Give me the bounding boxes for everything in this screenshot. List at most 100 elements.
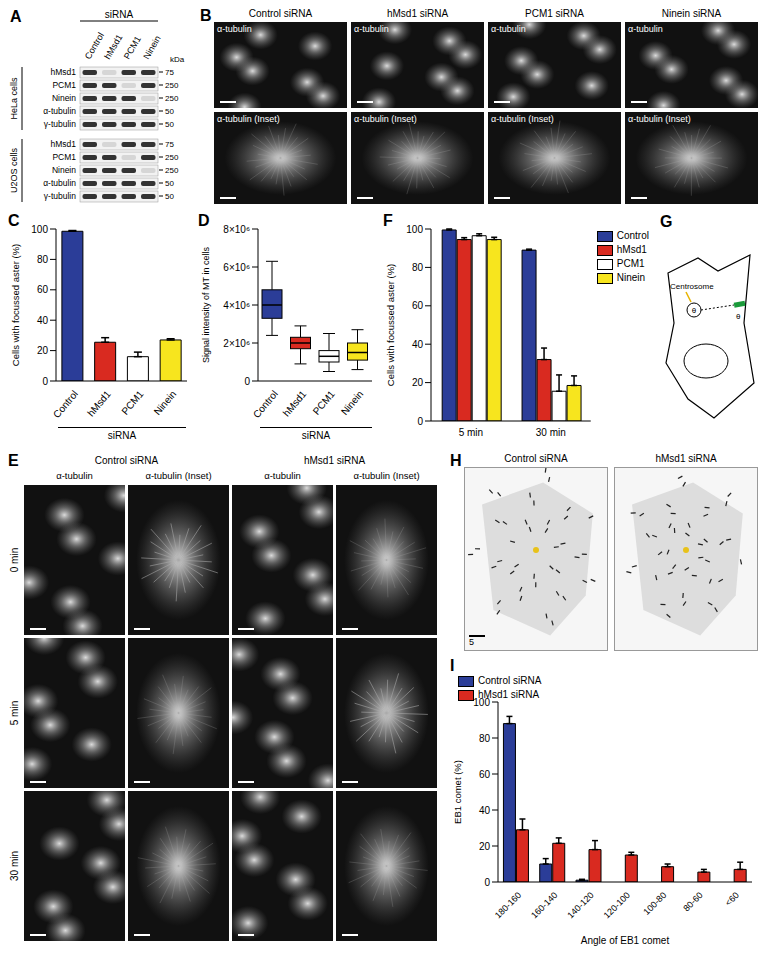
svg-text:siRNA: siRNA <box>105 9 134 20</box>
html-text:Ninein siRNA: Ninein siRNA <box>661 8 722 19</box>
svg-text:hMsd1: hMsd1 <box>50 139 76 149</box>
svg-text:PCM1: PCM1 <box>52 80 76 90</box>
svg-text:5 min: 5 min <box>9 701 20 725</box>
svg-text:hMsd1: hMsd1 <box>102 32 125 61</box>
svg-text:0 min: 0 min <box>9 548 20 572</box>
html-text:H: H <box>450 452 462 469</box>
svg-text:60: 60 <box>412 300 424 311</box>
svg-text:Ninein: Ninein <box>52 93 76 103</box>
svg-text:θ: θ <box>736 312 741 321</box>
svg-text:250: 250 <box>165 153 179 162</box>
svg-text:Ninein: Ninein <box>152 388 179 417</box>
html-text:Control siRNA: Control siRNA <box>94 455 159 466</box>
svg-text:140-120: 140-120 <box>565 890 595 920</box>
svg-text:Signal intensity of MT in cell: Signal intensity of MT in cells <box>201 247 211 363</box>
svg-text:G: G <box>660 213 672 230</box>
svg-text:250: 250 <box>165 166 179 175</box>
svg-text:50: 50 <box>165 107 174 116</box>
svg-text:5 min: 5 min <box>459 427 483 438</box>
svg-text:U2OS cells: U2OS cells <box>9 147 19 193</box>
svg-text:100: 100 <box>473 697 490 708</box>
html-text:PCM1: PCM1 <box>616 258 645 269</box>
svg-text:250: 250 <box>165 94 179 103</box>
svg-text:2×10⁶: 2×10⁶ <box>223 338 250 349</box>
svg-text:<60: <60 <box>723 890 741 908</box>
svg-text:0: 0 <box>417 416 423 427</box>
html-text:D: D <box>198 212 210 229</box>
svg-text:50: 50 <box>165 120 174 129</box>
svg-text:250: 250 <box>165 81 179 90</box>
svg-text:Cells with focussed aster (%): Cells with focussed aster (%) <box>385 264 396 386</box>
svg-text:80: 80 <box>37 254 49 265</box>
svg-text:0: 0 <box>244 376 250 387</box>
svg-text:100: 100 <box>406 224 423 235</box>
svg-text:Ninein: Ninein <box>141 34 162 61</box>
svg-text:Angle of EB1 comet: Angle of EB1 comet <box>581 935 670 946</box>
svg-text:θ: θ <box>692 306 697 315</box>
html-text:hMsd1 siRNA: hMsd1 siRNA <box>303 455 366 466</box>
svg-text:30 min: 30 min <box>536 427 566 438</box>
svg-text:Control: Control <box>82 30 106 61</box>
html-text:siRNA: siRNA <box>107 430 137 441</box>
svg-text:30 min: 30 min <box>9 851 20 881</box>
svg-text:hMsd1: hMsd1 <box>50 67 76 77</box>
svg-text:Ninein: Ninein <box>52 165 76 175</box>
svg-text:50: 50 <box>165 192 174 201</box>
svg-text:0: 0 <box>484 877 490 888</box>
svg-text:100: 100 <box>31 224 48 235</box>
svg-text:PCM1: PCM1 <box>311 388 338 417</box>
svg-text:Centrosome: Centrosome <box>670 282 714 291</box>
html-text:E: E <box>8 452 19 469</box>
html-text:Control siRNA: Control siRNA <box>248 8 313 19</box>
html-text:hMsd1: hMsd1 <box>616 244 647 255</box>
svg-text:120-100: 120-100 <box>602 890 632 920</box>
html-text:siRNA: siRNA <box>301 430 331 441</box>
svg-text:100-80: 100-80 <box>641 890 668 917</box>
html-text:Control: Control <box>616 230 649 241</box>
svg-text:Cells with focussed aster (%): Cells with focussed aster (%) <box>10 244 21 366</box>
svg-text:50: 50 <box>165 179 174 188</box>
svg-text:α-tubulin: α-tubulin <box>43 106 76 116</box>
svg-text:75: 75 <box>165 140 174 149</box>
html-text:C: C <box>8 212 20 229</box>
svg-text:hMsd1: hMsd1 <box>281 388 309 418</box>
svg-text:Control: Control <box>51 388 80 420</box>
svg-text:80: 80 <box>412 262 424 273</box>
svg-text:PCM1: PCM1 <box>119 388 146 417</box>
svg-text:160-140: 160-140 <box>529 890 559 920</box>
svg-text:PCM1: PCM1 <box>52 152 76 162</box>
svg-text:6×10⁶: 6×10⁶ <box>223 262 250 273</box>
svg-text:kDa: kDa <box>170 55 185 64</box>
svg-text:HeLa cells: HeLa cells <box>9 77 19 120</box>
svg-text:PCM1: PCM1 <box>122 34 143 61</box>
html-text:α-tubulin: α-tubulin <box>56 470 93 481</box>
svg-text:8×10⁶: 8×10⁶ <box>223 224 250 235</box>
svg-text:Ninein: Ninein <box>339 388 366 417</box>
html-text:B: B <box>200 7 212 24</box>
svg-text:40: 40 <box>479 805 491 816</box>
html-text:Ninein: Ninein <box>616 272 646 283</box>
svg-text:60: 60 <box>479 769 491 780</box>
svg-text:hMsd1: hMsd1 <box>85 388 113 418</box>
svg-text:γ-tubulin: γ-tubulin <box>44 191 76 201</box>
svg-text:80-60: 80-60 <box>681 890 704 913</box>
svg-text:4×10⁶: 4×10⁶ <box>223 300 250 311</box>
svg-text:40: 40 <box>412 339 424 350</box>
html-text:hMsd1 siRNA: hMsd1 siRNA <box>386 8 449 19</box>
html-text:α-tubulin (Inset): α-tubulin (Inset) <box>145 470 212 481</box>
html-text:PCM1 siRNA: PCM1 siRNA <box>525 8 584 19</box>
svg-text:20: 20 <box>37 345 49 356</box>
svg-text:EB1 comet (%): EB1 comet (%) <box>452 760 463 824</box>
svg-text:60: 60 <box>37 284 49 295</box>
svg-text:180-160: 180-160 <box>493 890 523 920</box>
svg-text:75: 75 <box>165 68 174 77</box>
svg-text:40: 40 <box>37 315 49 326</box>
svg-text:20: 20 <box>479 841 491 852</box>
svg-text:20: 20 <box>412 377 424 388</box>
svg-text:α-tubulin: α-tubulin <box>43 178 76 188</box>
svg-text:80: 80 <box>479 733 491 744</box>
svg-text:γ-tubulin: γ-tubulin <box>44 119 76 129</box>
svg-text:A: A <box>10 8 22 25</box>
svg-text:0: 0 <box>42 376 48 387</box>
svg-text:Control: Control <box>251 388 280 420</box>
